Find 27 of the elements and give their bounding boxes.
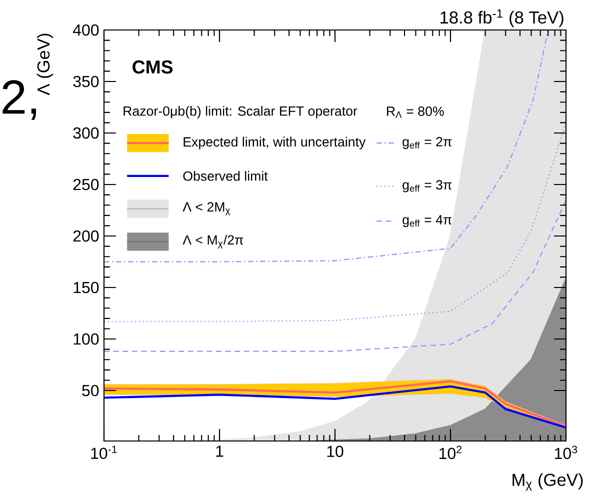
legend-label: Observed limit <box>183 171 268 181</box>
legend-label: g$_{eff}$ = 2π <box>402 136 452 150</box>
annotation: R$_{Λ}$ = 80% <box>386 106 444 118</box>
x-axis-title: M$_{χ}$ (GeV) <box>512 473 583 491</box>
x-tick-label: 10 <box>327 446 344 458</box>
y-tick-label: 400 <box>72 24 99 36</box>
legend-title: Razor-0μb(b) limit: Scalar EFT operator <box>124 106 358 118</box>
annotation: CMS <box>132 60 173 74</box>
legend-label: Expected limit, with uncertainty <box>184 136 366 150</box>
legend-label: g$_{eff}$ = 4π <box>402 215 452 228</box>
legend-label: Λ < M$_{χ}$/2π <box>182 234 244 248</box>
text: 2, <box>2 80 36 120</box>
text: 18.8 fb$^{-1}$ (8 TeV) <box>440 9 564 28</box>
x-tick-label: 1 <box>216 446 224 457</box>
y-axis-title: Λ (GeV) <box>36 34 54 96</box>
y-tick-label: 150 <box>74 282 99 294</box>
y-tick-label: 50 <box>82 384 99 396</box>
legend-label: Λ < 2M$_{χ}$ <box>182 202 230 216</box>
y-tick-label: 100 <box>74 333 99 345</box>
x-tick-label: 10$^{3}$ <box>555 446 578 460</box>
x-tick-label: 10$^{-1}$ <box>91 446 117 460</box>
x-tick-label: 10$^{2}$ <box>440 446 462 460</box>
legend-label: g$_{eff}$ = 3π <box>402 180 452 192</box>
y-tick-label: 300 <box>73 127 99 139</box>
y-tick-label: 200 <box>73 230 99 242</box>
y-tick-label: 250 <box>73 178 99 190</box>
y-tick-label: 350 <box>73 76 99 88</box>
